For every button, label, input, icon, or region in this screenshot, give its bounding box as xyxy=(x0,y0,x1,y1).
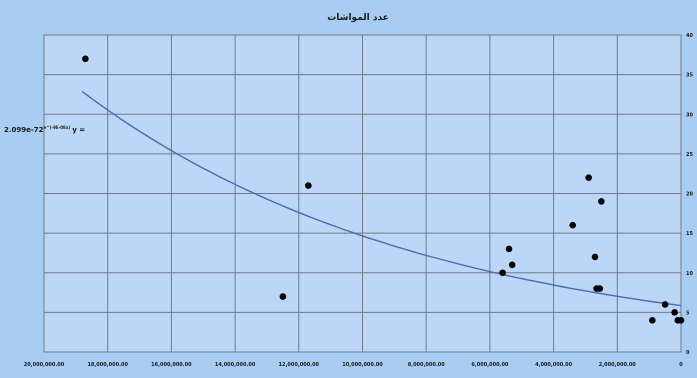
y-tick-label: 30 xyxy=(686,112,693,118)
data-point xyxy=(305,182,312,189)
x-tick-label: 10,000,000.00 xyxy=(342,362,383,368)
y-tick-label: 15 xyxy=(686,231,693,237)
y-tick-label: 10 xyxy=(686,271,693,277)
trendline-equation: 2.099e-72e^(-9E-08x) y = xyxy=(4,125,85,134)
data-point xyxy=(649,317,656,324)
x-tick-label: 4,000,000.00 xyxy=(535,362,573,368)
y-tick-label: 25 xyxy=(686,152,693,158)
data-point xyxy=(677,317,685,324)
x-tick-label: 12,000,000.00 xyxy=(279,362,320,368)
x-tick-label: 18,000,000.00 xyxy=(87,362,128,368)
data-point xyxy=(671,309,678,316)
data-point xyxy=(598,198,605,205)
data-point xyxy=(82,55,89,63)
data-point xyxy=(596,285,604,292)
chart-title: عدد المواشات xyxy=(327,13,389,23)
trendline xyxy=(81,91,682,307)
x-tick-label: 20,000,000.00 xyxy=(24,362,65,368)
data-point xyxy=(508,261,516,269)
y-tick-label: 0 xyxy=(686,350,690,356)
plot-area: 0 2,000,000.00 4,000,000.00 6,000,000.00 8,0… xyxy=(4,33,693,368)
data-point xyxy=(661,301,669,308)
x-tick-label: 8,000,000.00 xyxy=(408,362,446,368)
y-tick-label: 20 xyxy=(686,192,693,198)
x-tick-label: 0 xyxy=(679,362,683,368)
data-point xyxy=(591,253,599,261)
data-point xyxy=(279,293,287,300)
data-point xyxy=(499,269,506,277)
y-tick-label: 35 xyxy=(686,73,693,79)
x-tick-label: 6,000,000.00 xyxy=(471,362,509,368)
x-tick-label: 16,000,000.00 xyxy=(151,362,192,368)
y-tick-label: 40 xyxy=(686,33,693,39)
data-point xyxy=(585,174,592,181)
data-point xyxy=(569,221,577,229)
data-point xyxy=(505,245,513,253)
x-tick-label: 2,000,000.00 xyxy=(599,362,637,368)
x-tick-label: 14,000,000.00 xyxy=(215,362,256,368)
y-tick-label: 5 xyxy=(686,310,690,316)
